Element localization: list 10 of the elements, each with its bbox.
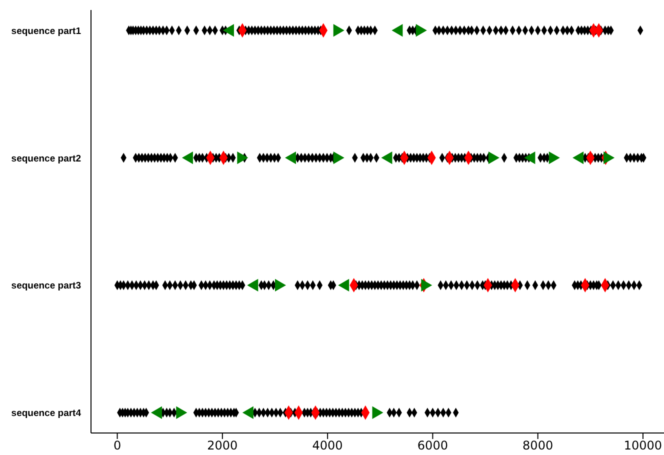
x-tick-label: 4000	[312, 438, 343, 453]
x-tick-label: 0	[113, 438, 122, 453]
x-tick-label: 6000	[417, 438, 448, 453]
x-tick-label: 10000	[624, 438, 662, 453]
y-tick-label: sequence part1	[11, 26, 82, 37]
y-tick-label: sequence part2	[11, 153, 81, 164]
y-tick-label: sequence part4	[11, 408, 82, 420]
x-tick-label: 2000	[207, 438, 238, 453]
x-tick-label: 8000	[522, 438, 554, 453]
y-tick-label: sequence part3	[11, 280, 81, 292]
